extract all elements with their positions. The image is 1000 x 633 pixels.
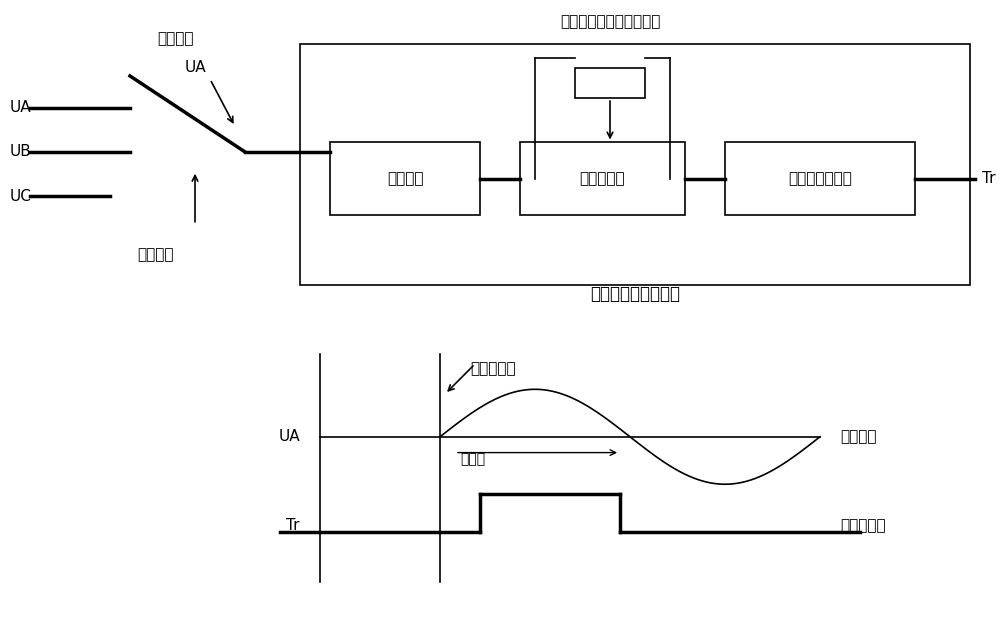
Text: UC: UC bbox=[10, 189, 32, 204]
Text: 移相器电路: 移相器电路 bbox=[580, 172, 625, 186]
Text: 移相（初始短路角）调整: 移相（初始短路角）调整 bbox=[560, 15, 660, 30]
FancyBboxPatch shape bbox=[300, 44, 970, 285]
Bar bbox=[575, 68, 645, 98]
Text: UA: UA bbox=[10, 100, 32, 115]
Text: UB: UB bbox=[10, 144, 32, 160]
Text: 同步信号: 同步信号 bbox=[840, 429, 876, 444]
Text: 初始短路角调整电路: 初始短路角调整电路 bbox=[590, 285, 680, 303]
Bar bbox=[520, 142, 685, 215]
Text: Tr: Tr bbox=[982, 172, 996, 186]
Bar bbox=[330, 142, 480, 215]
Text: 选择开关: 选择开关 bbox=[137, 247, 173, 262]
Bar bbox=[725, 142, 915, 215]
Text: Tr: Tr bbox=[287, 518, 300, 533]
Text: 短路角: 短路角 bbox=[460, 453, 485, 467]
Text: 同步信号: 同步信号 bbox=[157, 32, 193, 47]
Text: UA: UA bbox=[278, 429, 300, 444]
Text: 单稳态触发延时: 单稳态触发延时 bbox=[788, 172, 852, 186]
Text: 过零点检测: 过零点检测 bbox=[470, 361, 516, 376]
Text: 初始短路角: 初始短路角 bbox=[840, 518, 886, 533]
Text: 过零检测: 过零检测 bbox=[387, 172, 423, 186]
Text: UA: UA bbox=[184, 60, 206, 75]
